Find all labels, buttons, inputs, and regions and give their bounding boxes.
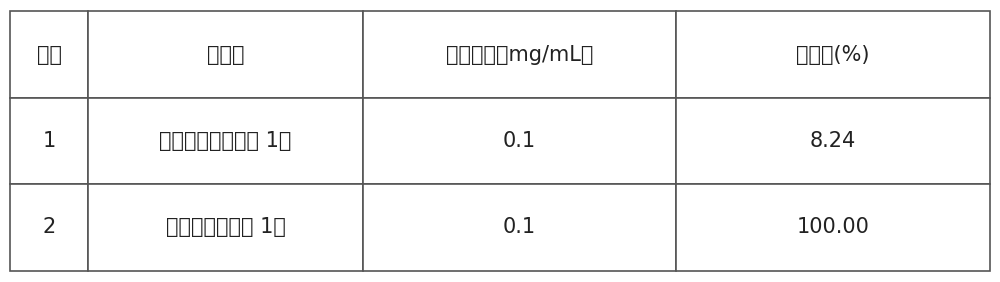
Text: 杀菌剂: 杀菌剂 — [207, 45, 244, 65]
Text: 序号: 序号 — [37, 45, 62, 65]
Bar — [676, 184, 990, 271]
Bar — [10, 184, 88, 271]
Bar — [363, 184, 676, 271]
Text: 8.24: 8.24 — [810, 131, 856, 151]
Bar — [676, 98, 990, 184]
Bar — [88, 184, 363, 271]
Bar — [363, 11, 676, 98]
Bar — [676, 11, 990, 98]
Text: 1: 1 — [43, 131, 56, 151]
Text: 有效浓度（mg/mL）: 有效浓度（mg/mL） — [446, 45, 593, 65]
Bar — [10, 11, 88, 98]
Text: 咪鲜胺（对比例 1）: 咪鲜胺（对比例 1） — [166, 217, 286, 237]
Bar — [88, 98, 363, 184]
Bar — [88, 11, 363, 98]
Text: 100.00: 100.00 — [797, 217, 870, 237]
Bar — [363, 98, 676, 184]
Text: 0.1: 0.1 — [503, 217, 536, 237]
Text: 0.1: 0.1 — [503, 131, 536, 151]
Bar — [10, 98, 88, 184]
Text: 抑制率(%): 抑制率(%) — [796, 45, 870, 65]
Text: 2: 2 — [43, 217, 56, 237]
Text: 啶酰菌胺（实施例 1）: 啶酰菌胺（实施例 1） — [159, 131, 292, 151]
